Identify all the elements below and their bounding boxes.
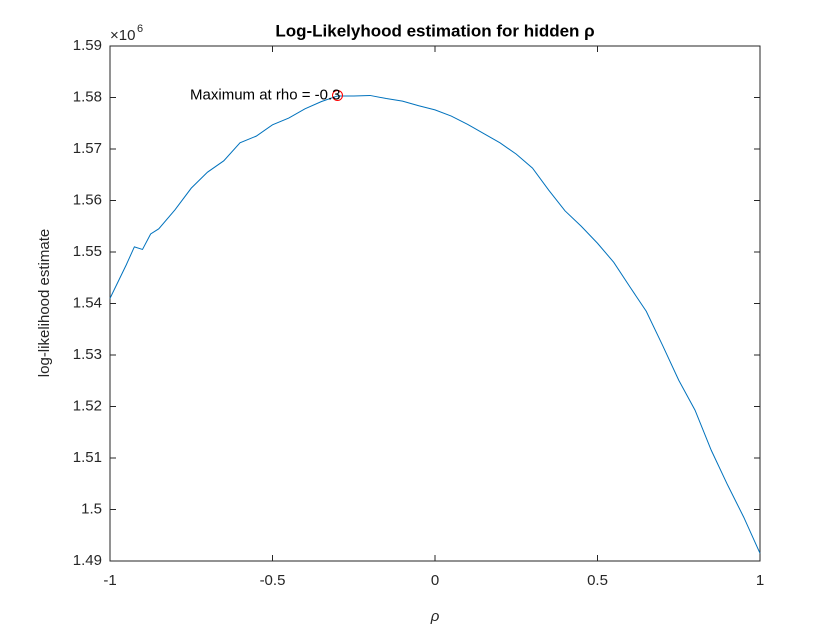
x-tick-label: -1 [103, 572, 116, 589]
y-tick-label: 1.58 [73, 88, 102, 105]
annotation: Maximum at rho = -0.3 [190, 86, 340, 103]
plot-box [109, 45, 761, 562]
x-tick-label: 1 [756, 572, 764, 589]
y-multiplier-exponent: 6 [137, 23, 143, 35]
y-axis-label: log-likelihood estimate [36, 229, 53, 377]
x-tick-label: -0.5 [260, 572, 286, 589]
y-tick-label: 1.51 [73, 449, 102, 466]
y-tick-label: 1.53 [73, 346, 102, 363]
y-tick-label: 1.57 [73, 140, 102, 157]
marker [332, 89, 343, 101]
y-tick-label: 1.5 [81, 500, 102, 517]
data-line [109, 94, 761, 554]
x-tick-label: 0 [431, 572, 439, 589]
x-axis-label: ρ [430, 608, 440, 625]
y-tick-label: 1.56 [73, 191, 102, 208]
y-multiplier: ×10 [110, 27, 135, 44]
chart-title: Log-Likelyhood estimation for hidden ρ [275, 21, 594, 40]
y-tick-label: 1.55 [73, 243, 102, 260]
y-tick-label: 1.52 [73, 397, 102, 414]
y-tick-label: 1.49 [73, 552, 102, 569]
y-tick-label: 1.59 [73, 37, 102, 54]
y-tick-label: 1.54 [73, 294, 102, 311]
x-tick-label: 0.5 [587, 572, 608, 589]
